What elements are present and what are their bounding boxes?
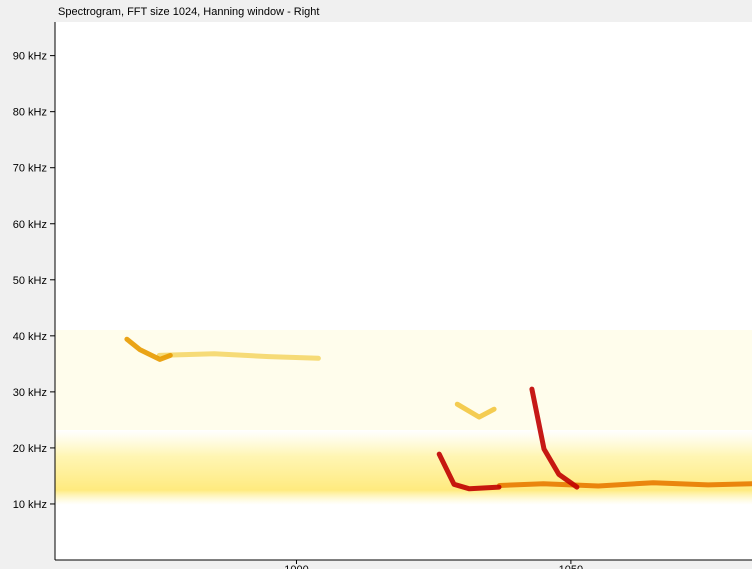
trace	[454, 401, 497, 420]
trace	[436, 451, 502, 492]
trace	[529, 386, 580, 490]
chart-title: Spectrogram, FFT size 1024, Hanning wind…	[58, 6, 319, 18]
x-tick-label: 1050	[559, 564, 583, 569]
noise-band	[55, 430, 752, 505]
y-tick-label: 90 kHz	[13, 51, 47, 63]
y-tick-label: 70 kHz	[13, 163, 47, 175]
y-tick-label: 20 kHz	[13, 443, 47, 455]
y-tick-label: 50 kHz	[13, 275, 47, 287]
y-tick-label: 80 kHz	[13, 107, 47, 119]
y-tick-label: 60 kHz	[13, 219, 47, 231]
y-tick-label: 10 kHz	[13, 499, 47, 511]
y-tick-label: 30 kHz	[13, 387, 47, 399]
trace	[497, 480, 752, 489]
x-tick-label: 1000	[284, 564, 308, 569]
trace	[156, 351, 321, 361]
noise-band	[55, 330, 752, 430]
y-tick-label: 40 kHz	[13, 331, 47, 343]
trace	[124, 336, 173, 362]
